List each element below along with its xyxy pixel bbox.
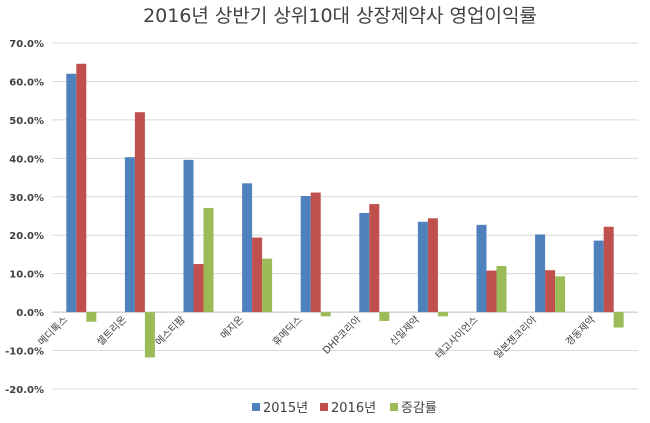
bar — [613, 312, 624, 328]
bar — [545, 270, 556, 313]
bar — [183, 159, 194, 313]
y-tick-label: 60.0% — [9, 77, 44, 88]
y-tick-label: 0.0% — [16, 308, 44, 319]
x-tick-label: 휴메딕스 — [270, 314, 305, 349]
legend-label: 증감률 — [401, 401, 437, 416]
bar — [535, 234, 546, 313]
bar — [310, 192, 321, 313]
x-tick-label: 경동제약 — [563, 313, 598, 348]
bar — [76, 63, 87, 313]
bar — [417, 221, 428, 313]
y-tick-label: 10.0% — [9, 270, 44, 281]
bar — [369, 204, 380, 313]
legend-label: 2016년 — [331, 401, 376, 416]
bar — [427, 218, 438, 313]
legend: 2015년 2016년 증감률 — [252, 401, 437, 416]
legend-label: 2015년 — [263, 401, 308, 416]
x-tick-label: 테고사이언스 — [433, 314, 481, 362]
bar — [603, 226, 614, 313]
bar — [300, 196, 311, 313]
bar — [242, 183, 253, 313]
bar — [379, 312, 390, 321]
legend-swatch — [320, 403, 328, 411]
legend-swatch — [390, 403, 398, 411]
y-tick-label: 50.0% — [9, 116, 44, 127]
y-tick-label: -10.0% — [5, 347, 44, 358]
y-tick-label: 20.0% — [9, 231, 44, 242]
bars — [66, 63, 624, 358]
bar — [86, 312, 97, 322]
y-tick-label: -20.0% — [5, 385, 44, 396]
bar — [262, 258, 273, 313]
x-tick-label: 셀트리온 — [95, 314, 130, 349]
bar — [437, 312, 448, 317]
x-tick-label: 일본젠코리아 — [492, 314, 540, 362]
y-tick-label: 40.0% — [9, 154, 44, 165]
bar — [593, 240, 604, 313]
bar — [134, 112, 145, 313]
bar — [476, 224, 487, 313]
bar — [144, 312, 155, 358]
bar — [496, 265, 507, 313]
x-tick-label: 신일제약 — [388, 314, 423, 349]
chart-title: 2016년 상반기 상위10대 상장제약사 영업이익률 — [143, 5, 537, 27]
bar — [320, 312, 331, 317]
bar — [252, 237, 263, 313]
bar — [203, 207, 214, 313]
bar — [555, 276, 566, 313]
legend-swatch — [252, 403, 260, 411]
bar — [193, 264, 204, 313]
x-axis-ticks: 메디톡스 셀트리온 에스티팜 메지온 휴메딕스 DHP코리아 신일제약 테고사이언스 일본젠코리… — [36, 313, 598, 361]
bar — [486, 270, 497, 313]
y-tick-label: 30.0% — [9, 193, 44, 204]
y-tick-label: 70.0% — [9, 39, 44, 50]
bar — [124, 157, 135, 313]
y-axis-ticks: 70.0% 60.0% 50.0% 40.0% 30.0% 20.0% 10.0% 0.0% -… — [5, 39, 44, 396]
bar — [359, 212, 370, 313]
x-tick-label: 메지온 — [218, 314, 246, 342]
grid-lines — [52, 42, 638, 390]
x-tick-label: 에스티팜 — [153, 314, 188, 349]
bar — [66, 73, 77, 313]
